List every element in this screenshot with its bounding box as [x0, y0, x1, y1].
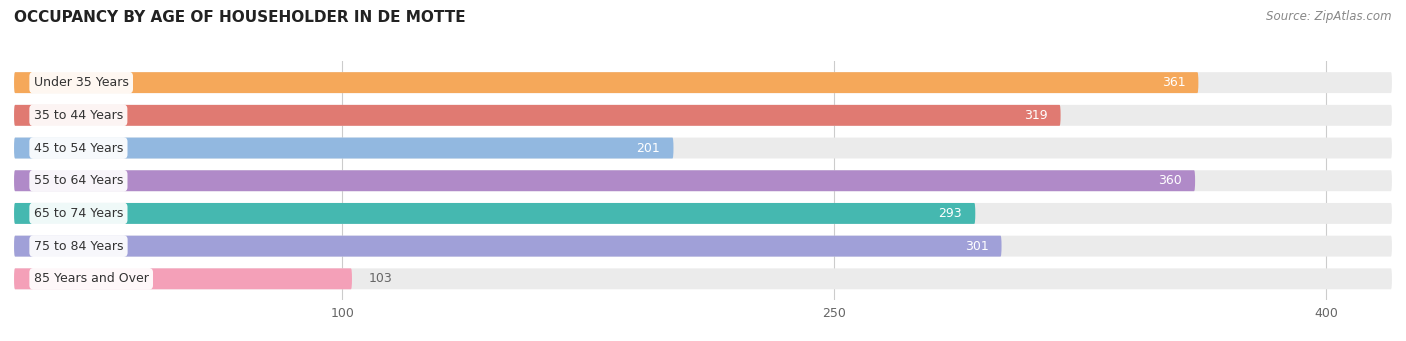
FancyBboxPatch shape	[14, 72, 1392, 93]
Text: 293: 293	[939, 207, 962, 220]
Text: 103: 103	[368, 272, 392, 285]
Text: 35 to 44 Years: 35 to 44 Years	[34, 109, 122, 122]
Text: 201: 201	[637, 142, 661, 154]
FancyBboxPatch shape	[14, 236, 1001, 256]
FancyBboxPatch shape	[14, 203, 976, 224]
Text: OCCUPANCY BY AGE OF HOUSEHOLDER IN DE MOTTE: OCCUPANCY BY AGE OF HOUSEHOLDER IN DE MO…	[14, 10, 465, 25]
Text: Source: ZipAtlas.com: Source: ZipAtlas.com	[1267, 10, 1392, 23]
Text: 65 to 74 Years: 65 to 74 Years	[34, 207, 124, 220]
Text: 301: 301	[965, 240, 988, 253]
FancyBboxPatch shape	[14, 72, 1198, 93]
Text: 319: 319	[1024, 109, 1047, 122]
Text: 55 to 64 Years: 55 to 64 Years	[34, 174, 124, 187]
Text: Under 35 Years: Under 35 Years	[34, 76, 128, 89]
FancyBboxPatch shape	[14, 137, 673, 159]
FancyBboxPatch shape	[14, 170, 1195, 191]
Text: 45 to 54 Years: 45 to 54 Years	[34, 142, 124, 154]
FancyBboxPatch shape	[14, 268, 352, 289]
Text: 85 Years and Over: 85 Years and Over	[34, 272, 149, 285]
FancyBboxPatch shape	[14, 236, 1392, 256]
FancyBboxPatch shape	[14, 105, 1060, 126]
Text: 361: 361	[1161, 76, 1185, 89]
FancyBboxPatch shape	[14, 105, 1392, 126]
Text: 75 to 84 Years: 75 to 84 Years	[34, 240, 124, 253]
FancyBboxPatch shape	[14, 268, 1392, 289]
FancyBboxPatch shape	[14, 137, 1392, 159]
FancyBboxPatch shape	[14, 203, 1392, 224]
Text: 360: 360	[1159, 174, 1182, 187]
FancyBboxPatch shape	[14, 170, 1392, 191]
